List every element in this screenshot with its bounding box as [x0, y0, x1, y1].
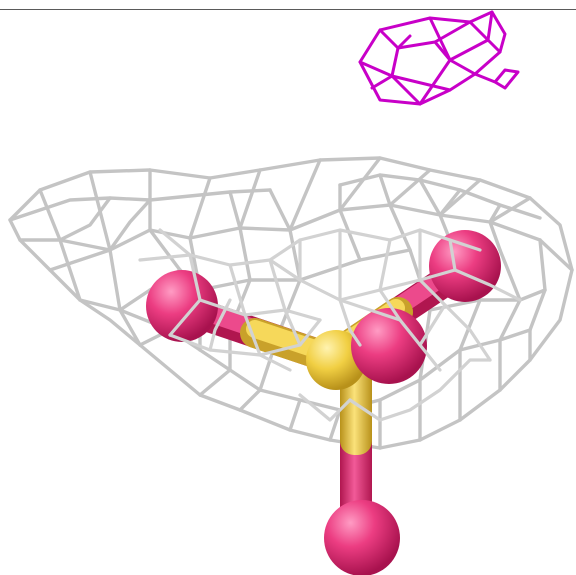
oxygen-atom-left [146, 270, 218, 342]
oxygen-atom-bottom [324, 500, 400, 575]
viewport-top-border [0, 9, 576, 10]
atoms [146, 230, 501, 575]
oxygen-atom-right [429, 230, 501, 302]
difference-density-mesh [358, 10, 520, 106]
electron-density-mesh [8, 156, 574, 450]
electron-density-mesh-front [138, 228, 522, 422]
sulfur-atom [306, 330, 366, 390]
oxygen-atom-front [351, 308, 427, 384]
